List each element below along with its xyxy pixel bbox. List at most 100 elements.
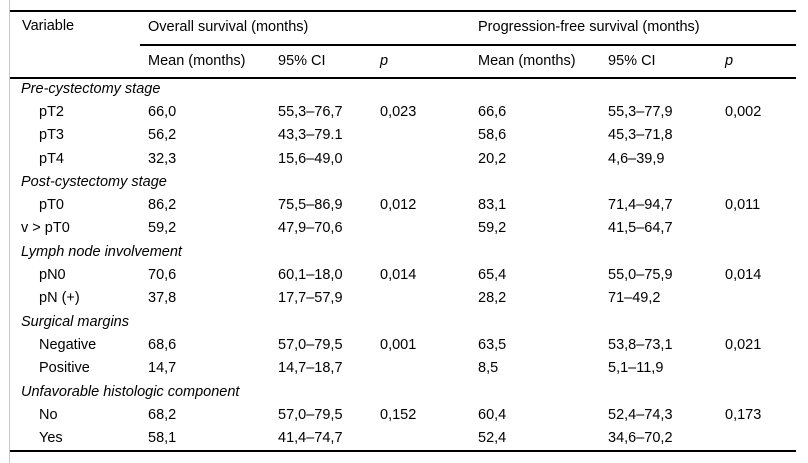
sub-header-row: Mean (months) 95% CI p Mean (months) 95%… xyxy=(10,45,797,79)
section-label: Post-cystectomy stage xyxy=(21,173,167,190)
section-label: Lymph node involvement xyxy=(21,243,182,260)
os-ci-cell: 55,3–76,7 xyxy=(278,103,343,120)
pfs-p-cell: 0,173 xyxy=(725,406,762,423)
pfs-ci-cell: 5,1–11,9 xyxy=(608,360,664,377)
section-row: Surgical margins xyxy=(10,311,796,334)
pfs-p-cell xyxy=(717,288,796,311)
os-ci-cell: 57,0–79,5 xyxy=(278,336,343,353)
pfs-ci-header: 95% CI xyxy=(600,45,718,79)
os-p-cell: 0,152 xyxy=(380,406,417,423)
os-mean-cell: 70,6 xyxy=(148,267,177,284)
progression-free-survival-group-header: Progression-free survival (months) xyxy=(470,11,797,46)
section-row: Lymph node involvement xyxy=(10,241,796,264)
table-row: pT0 86,2 75,5–86,9 0,012 83,1 71,4–94,7 0,011 xyxy=(10,194,796,217)
os-mean-cell: 37,8 xyxy=(148,290,177,307)
variable-cell: pT2 xyxy=(39,103,64,120)
os-p-cell: 0,014 xyxy=(380,267,417,284)
table-row: pN0 70,6 60,1–18,0 0,014 65,4 55,0–75,9 0,014 xyxy=(10,264,796,287)
table-row: No 68,2 57,0–79,5 0,152 60,4 52,4–74,3 0,173 xyxy=(10,404,796,427)
os-ci-cell: 14,7–18,7 xyxy=(278,360,343,377)
pfs-p-cell xyxy=(717,125,796,148)
pfs-p-cell xyxy=(717,148,796,171)
os-mean-cell: 66,0 xyxy=(148,103,177,120)
os-p-cell xyxy=(372,148,470,171)
os-p-header: p xyxy=(372,45,471,79)
pfs-mean-header: Mean (months) xyxy=(470,45,601,79)
os-mean-cell: 86,2 xyxy=(148,197,177,214)
variable-cell: Yes xyxy=(39,429,63,446)
os-ci-cell: 47,9–70,6 xyxy=(278,220,343,237)
os-mean-cell: 59,2 xyxy=(148,220,177,237)
pfs-p-header: p xyxy=(717,45,797,79)
pfs-p-cell: 0,002 xyxy=(725,103,762,120)
os-ci-cell: 43,3–79.1 xyxy=(278,127,343,144)
os-p-cell: 0,023 xyxy=(380,103,417,120)
pfs-mean-cell: 65,4 xyxy=(478,267,507,284)
variable-cell: pT3 xyxy=(39,127,64,144)
pfs-mean-cell: 52,4 xyxy=(478,429,507,446)
variable-cell: pN0 xyxy=(39,267,66,284)
os-ci-cell: 75,5–86,9 xyxy=(278,197,343,214)
pfs-ci-cell: 71–49,2 xyxy=(608,290,661,307)
variable-cell: Negative xyxy=(39,336,97,353)
pfs-ci-cell: 41,5–64,7 xyxy=(608,220,673,237)
os-p-cell xyxy=(372,288,470,311)
pfs-mean-cell: 83,1 xyxy=(478,197,507,214)
os-mean-cell: 58,1 xyxy=(148,429,177,446)
pfs-mean-cell: 58,6 xyxy=(478,127,507,144)
os-p-cell xyxy=(372,427,470,450)
os-mean-header: Mean (months) xyxy=(140,45,270,79)
os-ci-cell: 15,6–49,0 xyxy=(278,150,343,167)
section-row: Unfavorable histologic component xyxy=(10,381,796,404)
os-mean-cell: 68,6 xyxy=(148,336,177,353)
table-row: Yes 58,1 41,4–74,7 52,4 34,6–70,2 xyxy=(10,427,796,450)
os-ci-cell: 57,0–79,5 xyxy=(278,406,343,423)
table-row: pN (+) 37,8 17,7–57,9 28,2 71–49,2 xyxy=(10,288,796,311)
pfs-p-cell xyxy=(717,358,796,381)
pfs-ci-cell: 34,6–70,2 xyxy=(608,429,673,446)
pfs-p-cell xyxy=(717,427,796,450)
section-row: Pre-cystectomy stage xyxy=(10,78,796,101)
os-ci-cell: 60,1–18,0 xyxy=(278,267,343,284)
pfs-ci-cell: 71,4–94,7 xyxy=(608,197,673,214)
section-label: Surgical margins xyxy=(21,313,129,330)
table-header: Variable Overall survival (months) Progr… xyxy=(10,11,797,79)
variable-column-header: Variable xyxy=(10,11,140,79)
group-header-row: Variable Overall survival (months) Progr… xyxy=(10,11,797,79)
table-row: pT4 32,3 15,6–49,0 20,2 4,6–39,9 xyxy=(10,148,796,171)
pfs-ci-cell: 53,8–73,1 xyxy=(608,336,673,353)
pfs-mean-cell: 63,5 xyxy=(478,336,507,353)
survival-table: Variable Overall survival (months) Progr… xyxy=(10,10,797,452)
pfs-mean-cell: 60,4 xyxy=(478,406,507,423)
pfs-mean-cell: 59,2 xyxy=(478,220,507,237)
os-p-cell: 0,012 xyxy=(380,197,417,214)
pfs-mean-cell: 20,2 xyxy=(478,150,507,167)
variable-cell: pT0 xyxy=(39,197,64,214)
pfs-ci-cell: 45,3–71,8 xyxy=(608,127,673,144)
table-row: pT2 66,0 55,3–76,7 0,023 66,6 55,3–77,9 0,002 xyxy=(10,101,796,124)
section-row: Post-cystectomy stage xyxy=(10,171,796,194)
os-p-cell xyxy=(372,125,470,148)
variable-cell: pN (+) xyxy=(39,290,80,307)
section-label: Unfavorable histologic component xyxy=(21,383,240,400)
os-mean-cell: 56,2 xyxy=(148,127,177,144)
os-mean-cell: 68,2 xyxy=(148,406,177,423)
table-body: Pre-cystectomy stage pT2 66,0 55,3–76,7 0,02… xyxy=(10,78,796,451)
os-p-cell: 0,001 xyxy=(380,336,417,353)
page-edge-line xyxy=(9,0,10,463)
pfs-ci-cell: 4,6–39,9 xyxy=(608,150,665,167)
os-ci-header: 95% CI xyxy=(270,45,372,79)
os-ci-cell: 41,4–74,7 xyxy=(278,429,343,446)
os-p-cell xyxy=(372,218,470,241)
table-row: v > pT0 59,2 47,9–70,6 59,2 41,5–64,7 xyxy=(10,218,796,241)
pfs-mean-cell: 66,6 xyxy=(478,103,507,120)
os-ci-cell: 17,7–57,9 xyxy=(278,290,343,307)
table-row: Positive 14,7 14,7–18,7 8,5 5,1–11,9 xyxy=(10,358,796,381)
os-mean-cell: 14,7 xyxy=(148,360,177,377)
os-p-cell xyxy=(372,358,470,381)
variable-cell: pT4 xyxy=(39,150,64,167)
variable-cell: v > pT0 xyxy=(21,220,70,237)
pfs-p-cell: 0,021 xyxy=(725,336,762,353)
os-mean-cell: 32,3 xyxy=(148,150,177,167)
